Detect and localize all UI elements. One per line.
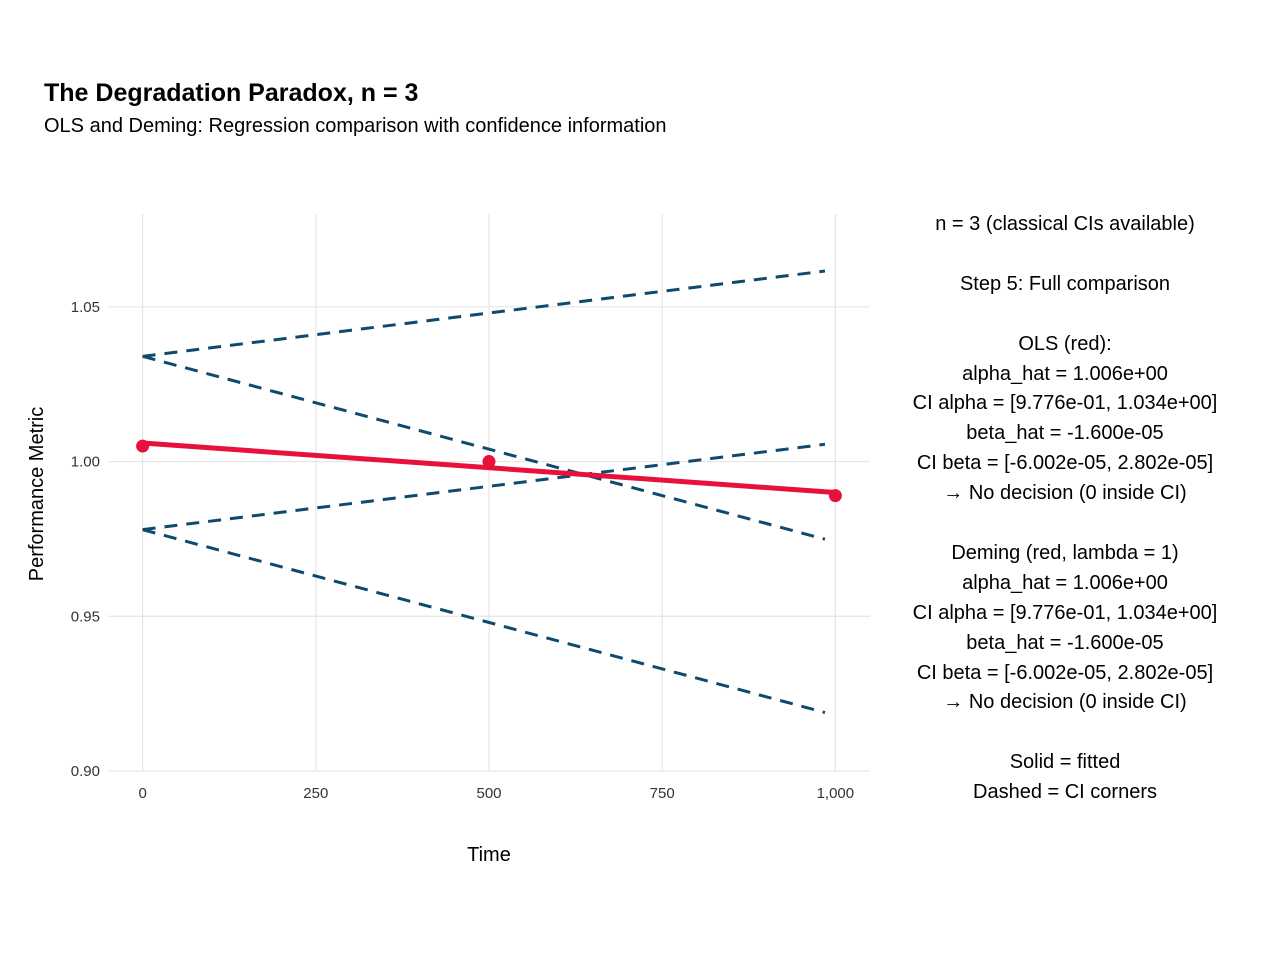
annotation-line: Step 5: Full comparison xyxy=(959,272,1171,295)
ci-corner-line-3 xyxy=(142,442,826,532)
annotation-line: CI alpha = [9.776e-01, 1.034e+00] xyxy=(912,392,1218,415)
ci-corner-line-1 xyxy=(142,269,826,358)
annotation-spacer xyxy=(895,240,1235,270)
x-tick-label: 0 xyxy=(138,785,146,802)
annotation-spacer xyxy=(895,718,1235,748)
annotation-line: Deming (red, lambda = 1) xyxy=(951,541,1179,564)
annotation-line: CI beta = [-6.002e-05, 2.802e-05] xyxy=(916,661,1214,684)
annotation-line: n = 3 (classical CIs available) xyxy=(935,213,1195,235)
ci-corner-lines xyxy=(142,269,826,714)
data-points xyxy=(136,439,842,503)
annotation-line: Dashed = CI corners xyxy=(973,781,1157,804)
annotation-line: beta_hat = -1.600e-05 xyxy=(966,422,1164,445)
annotation-spacer xyxy=(895,300,1235,330)
annotation-line: CI alpha = [9.776e-01, 1.034e+00] xyxy=(912,601,1218,624)
annotation-line: OLS (red): xyxy=(1018,332,1112,355)
x-tick-label: 500 xyxy=(476,785,501,802)
annotation-line: → No decision (0 inside CI) xyxy=(943,691,1187,714)
x-tick-label: 750 xyxy=(650,785,675,802)
x-tick-label: 1,000 xyxy=(817,785,855,802)
x-axis-title: Time xyxy=(467,844,511,866)
grid-lines xyxy=(108,214,870,772)
x-axis-ticks: 0 250 500 750 1,000 xyxy=(138,785,854,802)
annotation-spacer xyxy=(895,509,1235,539)
annotation-line: alpha_hat = 1.006e+00 xyxy=(962,362,1168,385)
annotation-line: beta_hat = -1.600e-05 xyxy=(966,631,1164,654)
data-point-3 xyxy=(828,489,842,503)
annotation-line: → No decision (0 inside CI) xyxy=(943,482,1187,505)
annotation-line: alpha_hat = 1.006e+00 xyxy=(962,571,1168,594)
data-point-2 xyxy=(482,455,496,469)
y-tick-label: 1.00 xyxy=(71,454,100,471)
data-point-1 xyxy=(136,439,150,453)
chart-subtitle: OLS and Deming: Regression comparison wi… xyxy=(44,115,667,137)
y-tick-label: 0.90 xyxy=(71,763,100,780)
x-tick-label: 250 xyxy=(303,785,328,802)
y-axis-title: Performance Metric xyxy=(26,407,48,582)
annotation-line: Solid = fitted xyxy=(1009,751,1121,774)
y-tick-label: 0.95 xyxy=(71,608,100,625)
ci-corner-line-4 xyxy=(142,528,826,714)
y-axis-ticks: 0.90 0.95 1.00 1.05 xyxy=(71,299,100,780)
annotation-line: CI beta = [-6.002e-05, 2.802e-05] xyxy=(916,452,1214,475)
chart-title: The Degradation Paradox, n = 3 xyxy=(44,79,419,107)
annotation-panel: n = 3 (classical CIs available) Step 5: F… xyxy=(895,210,1235,808)
ci-corner-line-2 xyxy=(142,354,826,541)
y-tick-label: 1.05 xyxy=(71,299,100,316)
